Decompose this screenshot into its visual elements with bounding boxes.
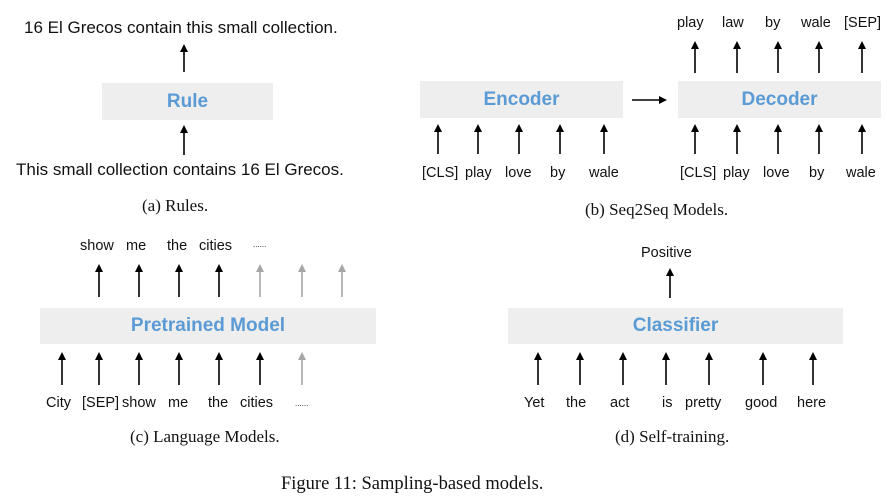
rule-box: Rule <box>102 83 273 120</box>
decoder-box: Decoder <box>678 81 881 118</box>
classifier-input-token: Yet <box>524 395 545 411</box>
lm-input-token: me <box>168 395 189 411</box>
rule-output-sentence: 16 El Grecos contain this small collecti… <box>24 18 338 37</box>
lm-output-token: show <box>80 238 114 254</box>
lm-input-token: [SEP] <box>82 395 120 411</box>
classifier-input-token: good <box>745 395 778 411</box>
encoder-token: [CLS] <box>422 165 459 181</box>
encoder-box: Encoder <box>420 81 623 118</box>
classifier-output-label: Positive <box>641 245 692 261</box>
decoder-box-label: Decoder <box>741 88 818 110</box>
decoder-output-token: play <box>677 15 704 31</box>
encoder-box-label: Encoder <box>483 88 560 110</box>
classifier-box: Classifier <box>508 308 843 344</box>
classifier-input-token: the <box>566 395 587 411</box>
decoder-token: wale <box>846 165 876 181</box>
encoder-token: love <box>505 165 532 181</box>
rule-box-label: Rule <box>166 90 209 112</box>
encoder-token: wale <box>589 165 619 181</box>
decoder-output-token: wale <box>801 15 831 31</box>
caption-c: (c) Language Models. <box>130 427 280 446</box>
lm-output-token: the <box>167 238 188 254</box>
lm-input-token: City <box>46 395 71 411</box>
caption-d: (d) Self-training. <box>615 427 730 446</box>
lm-input-ellipsis: ...... <box>295 399 309 408</box>
figure-caption: Figure 11: Sampling-based models. <box>281 474 544 494</box>
lm-input-token: the <box>208 395 229 411</box>
lm-output-ellipsis: ...... <box>253 240 267 249</box>
decoder-token: love <box>763 165 790 181</box>
decoder-token: by <box>809 165 825 181</box>
classifier-input-token: is <box>662 395 673 411</box>
lm-output-token: cities <box>199 238 233 254</box>
decoder-output-token: by <box>765 15 781 31</box>
decoder-output-token: [SEP] <box>844 15 882 31</box>
pretrained-model-box: Pretrained Model <box>40 308 376 344</box>
encoder-token: by <box>550 165 566 181</box>
caption-a: (a) Rules. <box>142 196 209 215</box>
classifier-input-token: act <box>610 395 630 411</box>
rule-input-sentence: This small collection contains 16 El Gre… <box>16 160 344 179</box>
lm-input-token: show <box>122 395 156 411</box>
classifier-input-token: here <box>797 395 827 411</box>
decoder-output-token: law <box>722 15 744 31</box>
pretrained-model-box-label: Pretrained Model <box>130 315 286 336</box>
lm-output-token: me <box>126 238 147 254</box>
encoder-token: play <box>465 165 492 181</box>
decoder-token: [CLS] <box>680 165 717 181</box>
classifier-box-label: Classifier <box>632 315 719 336</box>
lm-input-token: cities <box>240 395 274 411</box>
caption-b: (b) Seq2Seq Models. <box>585 200 729 219</box>
classifier-input-token: pretty <box>685 395 722 411</box>
decoder-token: play <box>723 165 750 181</box>
